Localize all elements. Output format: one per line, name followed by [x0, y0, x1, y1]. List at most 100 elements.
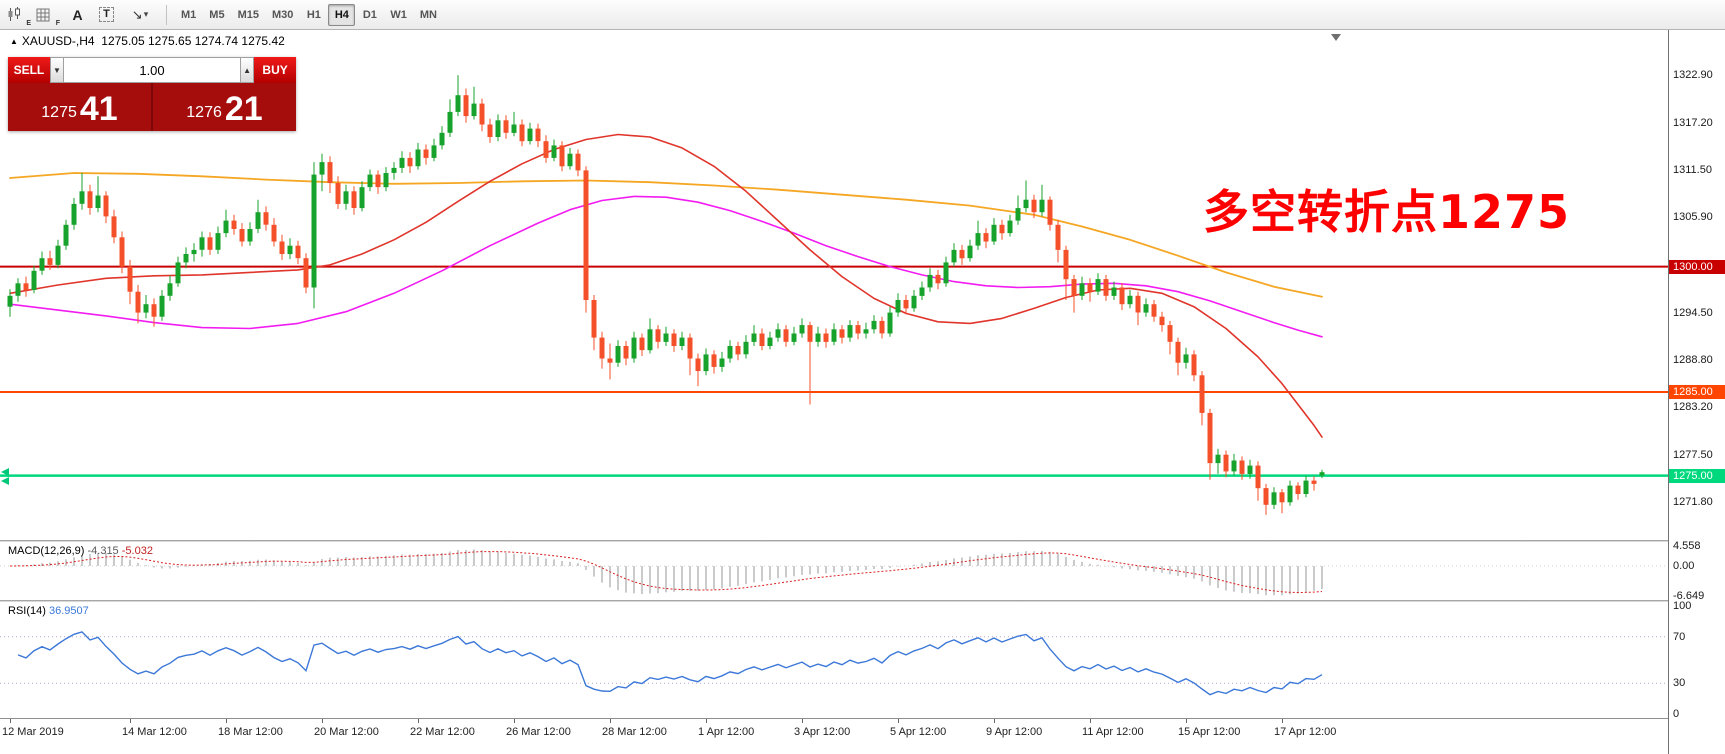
time-axis-tick: [10, 719, 11, 723]
chart-shift-marker[interactable]: [1331, 34, 1341, 41]
volume-increase-button[interactable]: ▲: [240, 57, 255, 83]
text-tool-label: T: [99, 7, 114, 22]
time-axis-separator: [0, 718, 1725, 719]
ask-price-major: 1276: [186, 104, 222, 121]
volume-decrease-button[interactable]: ▼: [49, 57, 64, 83]
ma-fast-red: [9, 133, 1323, 438]
price-level-badge: 1300.00: [1669, 259, 1725, 274]
bid-quote[interactable]: 1275 41: [8, 83, 151, 131]
volume-input[interactable]: [64, 57, 240, 83]
price-axis-label: 1283.20: [1673, 401, 1713, 413]
sell-button[interactable]: SELL: [8, 57, 50, 83]
timeframe-button-m30[interactable]: M30: [266, 4, 299, 26]
bid-price-pips: 41: [79, 90, 118, 128]
arrow-tool-button[interactable]: ↘ ▾: [122, 3, 158, 27]
rsi-line: [17, 631, 1323, 696]
symbol-name: XAUUSD-,H4: [21, 34, 95, 48]
price-axis-label: 1277.50: [1673, 448, 1713, 461]
symbol-info-line: ▲ XAUUSD-,H4 1275.05 1275.65 1274.74 1275…: [10, 34, 285, 48]
rsi-name: RSI(14): [8, 605, 46, 617]
timeframe-button-h4[interactable]: H4: [328, 3, 356, 26]
support-line-left-arrow-icon: [1, 468, 9, 476]
time-axis-label: 15 Apr 12:00: [1178, 726, 1241, 738]
time-axis-label: 17 Apr 12:00: [1274, 726, 1337, 738]
time-axis-tick: [418, 719, 419, 723]
collapse-panel-arrow-icon[interactable]: ▲: [10, 37, 18, 46]
time-axis-tick: [1090, 719, 1091, 723]
timeframe-group: M1 M5 M15 M30 H1 H4 D1 W1 MN: [175, 3, 443, 26]
font-tool-label: A: [72, 6, 83, 23]
time-axis-tick: [1186, 719, 1187, 723]
font-tool-button[interactable]: A: [64, 3, 91, 27]
timeframe-button-m5[interactable]: M5: [203, 4, 230, 26]
text-label-tool-button[interactable]: T: [93, 3, 120, 27]
ma-mid-magenta: [9, 195, 1323, 338]
ask-quote[interactable]: 1276 21: [153, 83, 296, 131]
price-axis-label: 1322.90: [1673, 69, 1713, 82]
timeframe-button-w1[interactable]: W1: [384, 4, 413, 26]
time-axis-tick: [130, 719, 131, 723]
timeframe-button-d1[interactable]: D1: [356, 4, 383, 26]
time-axis-tick: [994, 719, 995, 723]
time-axis-label: 1 Apr 12:00: [698, 726, 755, 738]
chevron-down-icon: ▾: [143, 9, 149, 19]
time-axis-label: 9 Apr 12:00: [986, 726, 1043, 738]
ma-slow-orange: [9, 172, 1323, 298]
rsi-axis-label: 70: [1673, 630, 1686, 643]
time-axis-label: 20 Mar 12:00: [314, 726, 379, 738]
price-axis-label: 1305.90: [1673, 211, 1713, 224]
price-axis-label: 1311.50: [1673, 164, 1712, 177]
time-axis-tick: [1282, 719, 1283, 723]
time-axis-tick: [802, 719, 803, 723]
price-level-badge: 1275.00: [1669, 468, 1725, 483]
rsi-axis-label: 0: [1673, 708, 1680, 720]
macd-name: MACD(12,26,9): [8, 545, 85, 557]
time-axis-label: 28 Mar 12:00: [602, 726, 667, 738]
macd-value: -4.315: [87, 545, 119, 557]
time-axis-tick: [610, 719, 611, 723]
rsi-value: 36.9507: [48, 605, 89, 617]
ask-price-pips: 21: [224, 90, 263, 128]
indicator-shortcut-f-button[interactable]: F: [35, 3, 62, 27]
rsi-axis-label: 100: [1673, 600, 1692, 612]
panel-separator-macd[interactable]: [0, 540, 1725, 542]
top-toolbar: E F A T ↘ ▾ M1 M5 M15 M30 H1 H4 D1 W1 MN: [0, 0, 1725, 30]
macd-signal-value: -5.032: [121, 545, 153, 557]
chart-text-annotation[interactable]: 多空转折点1275: [1203, 185, 1571, 239]
macd-indicator-panel[interactable]: [0, 542, 1668, 600]
timeframe-button-mn[interactable]: MN: [414, 4, 443, 26]
candlestick-chart-icon: [8, 7, 20, 21]
macd-label: MACD(12,26,9) -4.315 -5.032: [8, 545, 153, 557]
timeframe-button-h1[interactable]: H1: [300, 4, 327, 26]
indicator-shortcut-e-button[interactable]: E: [6, 3, 33, 27]
timeframe-button-m15[interactable]: M15: [232, 4, 265, 26]
bid-price-major: 1275: [41, 104, 77, 121]
one-click-trading-panel: SELL ▼ ▲ BUY 1275 41 1276 21: [8, 57, 296, 131]
arrow-tool-icon: ↘: [131, 6, 143, 22]
time-axis-tick: [514, 719, 515, 723]
grid-list-icon: [36, 8, 50, 21]
price-axis-label: 1271.80: [1673, 496, 1713, 509]
price-axis[interactable]: 1322.90 1317.20 1311.50 1305.90 1294.50 1288.…: [1668, 30, 1725, 754]
macd-axis-label: 4.558: [1673, 540, 1701, 552]
time-axis-label: 22 Mar 12:00: [410, 726, 475, 738]
main-price-chart[interactable]: [0, 30, 1668, 540]
icon-sub-label-f: F: [55, 19, 60, 27]
price-axis-label: 1294.50: [1673, 306, 1713, 319]
panel-separator-rsi[interactable]: [0, 600, 1725, 602]
time-axis-label: 26 Mar 12:00: [506, 726, 571, 738]
rsi-indicator-panel[interactable]: [0, 602, 1668, 718]
toolbar-separator: [166, 4, 167, 25]
rsi-axis-label: 30: [1673, 677, 1686, 690]
time-axis-tick: [226, 719, 227, 723]
buy-button[interactable]: BUY: [254, 57, 296, 83]
quote-divider: [151, 83, 153, 131]
time-axis-label: 18 Mar 12:00: [218, 726, 283, 738]
time-axis-label: 3 Apr 12:00: [794, 726, 851, 738]
time-axis-label: 11 Apr 12:00: [1082, 726, 1144, 738]
time-axis-tick: [898, 719, 899, 723]
timeframe-button-m1[interactable]: M1: [175, 4, 202, 26]
time-axis[interactable]: 12 Mar 2019 14 Mar 12:00 18 Mar 12:00 20 Ma…: [0, 719, 1668, 754]
candles-layer: [7, 75, 1325, 515]
